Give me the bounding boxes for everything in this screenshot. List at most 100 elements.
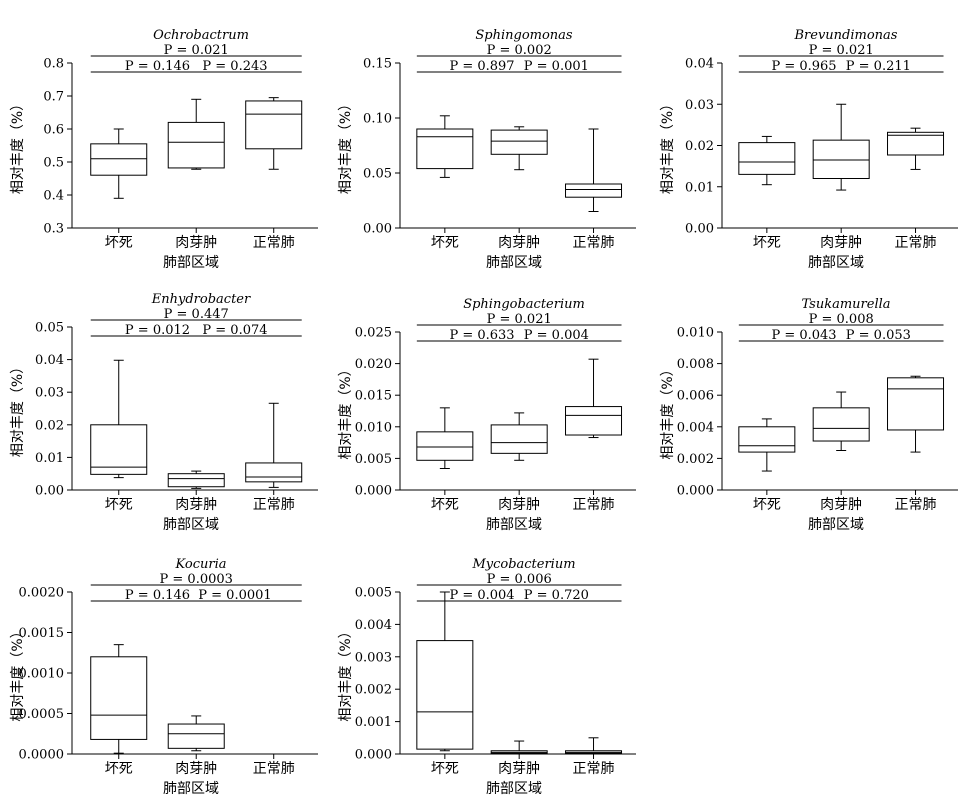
y-tick-label: 0.000 bbox=[355, 748, 392, 763]
y-tick-label: 0.005 bbox=[355, 586, 392, 601]
iqr-box bbox=[416, 431, 474, 461]
x-tick-label: 肉芽肿 bbox=[498, 761, 540, 777]
panel-tsukamurella: Tsukamurella 0.000 0.002 0.004 0.006 0.008 0.0… bbox=[660, 297, 958, 533]
x-axis-label: 肺部区域 bbox=[486, 781, 542, 797]
x-tick-label: 正常肺 bbox=[573, 235, 615, 251]
panel-title: Sphingomonas bbox=[475, 28, 573, 43]
y-tick-label: 0.002 bbox=[677, 452, 714, 467]
box-正常肺 bbox=[565, 128, 623, 212]
iqr-box bbox=[245, 100, 303, 150]
y-axis-label: 相对丰度（%） bbox=[660, 362, 676, 459]
y-tick-label: 0.001 bbox=[355, 715, 392, 730]
p-value-label: P = 0.043 bbox=[771, 328, 836, 343]
x-tick-label: 肉芽肿 bbox=[498, 235, 540, 251]
panel-title: Enhydrobacter bbox=[151, 292, 251, 307]
x-tick-label: 肉芽肿 bbox=[175, 761, 217, 777]
iqr-box bbox=[416, 640, 474, 750]
iqr-box bbox=[167, 473, 225, 488]
box-坏死 bbox=[90, 359, 148, 479]
x-tick-label: 肉芽肿 bbox=[175, 235, 217, 251]
x-tick-label: 坏死 bbox=[105, 761, 133, 777]
y-axis-label: 相对丰度（%） bbox=[10, 97, 26, 194]
panel-title: Sphingobacterium bbox=[463, 297, 585, 312]
x-tick-label: 正常肺 bbox=[253, 497, 295, 513]
box-正常肺 bbox=[887, 127, 945, 170]
y-tick-label: 0.0020 bbox=[19, 586, 65, 601]
x-tick-label: 坏死 bbox=[753, 497, 781, 513]
iqr-box bbox=[490, 424, 548, 454]
p-value-label: P = 0.008 bbox=[809, 312, 874, 327]
p-value-label: P = 0.002 bbox=[487, 43, 552, 58]
x-tick-label: 肉芽肿 bbox=[498, 497, 540, 513]
iqr-box bbox=[90, 424, 148, 475]
y-tick-label: 0.010 bbox=[355, 420, 392, 435]
p-value-label: P = 0.001 bbox=[524, 59, 589, 74]
panel-title: Brevundimonas bbox=[794, 28, 898, 43]
y-tick-label: 0.000 bbox=[677, 484, 714, 499]
iqr-box bbox=[90, 656, 148, 740]
y-tick-label: 0.00 bbox=[685, 222, 714, 237]
y-tick-label: 0.002 bbox=[355, 683, 392, 698]
y-tick-label: 0.04 bbox=[685, 57, 714, 72]
panel-title: Kocuria bbox=[175, 557, 227, 572]
y-tick-label: 0.000 bbox=[355, 484, 392, 499]
p-value-label: P = 0.004 bbox=[524, 328, 589, 343]
y-tick-label: 0.03 bbox=[685, 98, 714, 113]
y-tick-label: 0.006 bbox=[677, 389, 714, 404]
iqr-box bbox=[167, 723, 225, 749]
y-tick-label: 0.8 bbox=[43, 57, 64, 72]
iqr-box bbox=[490, 129, 548, 155]
panel-brevundimonas: Brevundimonas 0.00 0.01 0.02 0.03 0.04 坏死 肉芽肿 正常… bbox=[660, 28, 958, 271]
panel-title: Tsukamurella bbox=[801, 297, 890, 312]
x-axis-label: 肺部区域 bbox=[163, 255, 219, 271]
p-value-label: P = 0.006 bbox=[487, 572, 552, 587]
y-axis-label: 相对丰度（%） bbox=[338, 97, 354, 194]
box-肉芽肿 bbox=[167, 470, 225, 489]
y-axis-label: 相对丰度（%） bbox=[10, 360, 26, 457]
box-坏死 bbox=[416, 115, 474, 178]
x-tick-label: 坏死 bbox=[105, 235, 133, 251]
y-tick-label: 0.4 bbox=[43, 189, 64, 204]
x-tick-label: 正常肺 bbox=[895, 497, 937, 513]
p-value-label: P = 0.146 bbox=[125, 588, 190, 603]
box-坏死 bbox=[90, 128, 148, 199]
x-axis-label: 肺部区域 bbox=[163, 517, 219, 533]
iqr-box bbox=[738, 426, 796, 453]
x-tick-label: 正常肺 bbox=[573, 761, 615, 777]
p-value-label: P = 0.074 bbox=[202, 323, 267, 338]
panel-title: Mycobacterium bbox=[471, 557, 575, 572]
y-tick-label: 0.7 bbox=[43, 90, 64, 105]
y-tick-label: 0.02 bbox=[35, 418, 64, 433]
panel-mycobacterium: Mycobacterium 0.000 0.001 0.002 0.003 0.004 0.… bbox=[338, 557, 636, 797]
x-tick-label: 坏死 bbox=[431, 235, 459, 251]
box-正常肺 bbox=[565, 737, 623, 755]
y-tick-label: 0.0000 bbox=[19, 748, 65, 763]
panel-kocuria: Kocuria 0.0000 0.0005 0.0010 0.0015 0.0020 坏死 肉… bbox=[10, 557, 318, 797]
iqr-box bbox=[887, 377, 945, 431]
x-tick-label: 肉芽肿 bbox=[175, 497, 217, 513]
x-tick-label: 正常肺 bbox=[253, 235, 295, 251]
panel-ochrobactrum: Ochrobactrum 0.3 0.4 0.5 0.6 0.7 0.8 坏死 肉芽肿 正常肺肺部… bbox=[10, 28, 318, 271]
p-value-label: P = 0.021 bbox=[164, 43, 229, 58]
y-axis-label: 相对丰度（%） bbox=[338, 362, 354, 459]
iqr-box bbox=[565, 406, 623, 436]
y-tick-label: 0.004 bbox=[677, 420, 714, 435]
box-正常肺 bbox=[565, 358, 623, 439]
iqr-box bbox=[167, 121, 225, 169]
x-axis-label: 肺部区域 bbox=[808, 255, 864, 271]
y-axis-label: 相对丰度（%） bbox=[660, 97, 676, 194]
y-tick-label: 0.015 bbox=[355, 389, 392, 404]
iqr-box bbox=[90, 143, 148, 176]
panel-sphingomonas: Sphingomonas 0.00 0.05 0.10 0.15 坏死 肉芽肿 正常肺肺部区域… bbox=[338, 28, 636, 271]
y-tick-label: 0.005 bbox=[355, 452, 392, 467]
y-tick-label: 0.0015 bbox=[19, 626, 65, 641]
box-坏死 bbox=[90, 644, 148, 754]
x-tick-label: 肉芽肿 bbox=[820, 235, 862, 251]
y-tick-label: 0.025 bbox=[355, 326, 392, 341]
iqr-box bbox=[738, 142, 796, 175]
x-tick-label: 正常肺 bbox=[895, 235, 937, 251]
box-肉芽肿 bbox=[490, 412, 548, 461]
x-tick-label: 坏死 bbox=[753, 235, 781, 251]
